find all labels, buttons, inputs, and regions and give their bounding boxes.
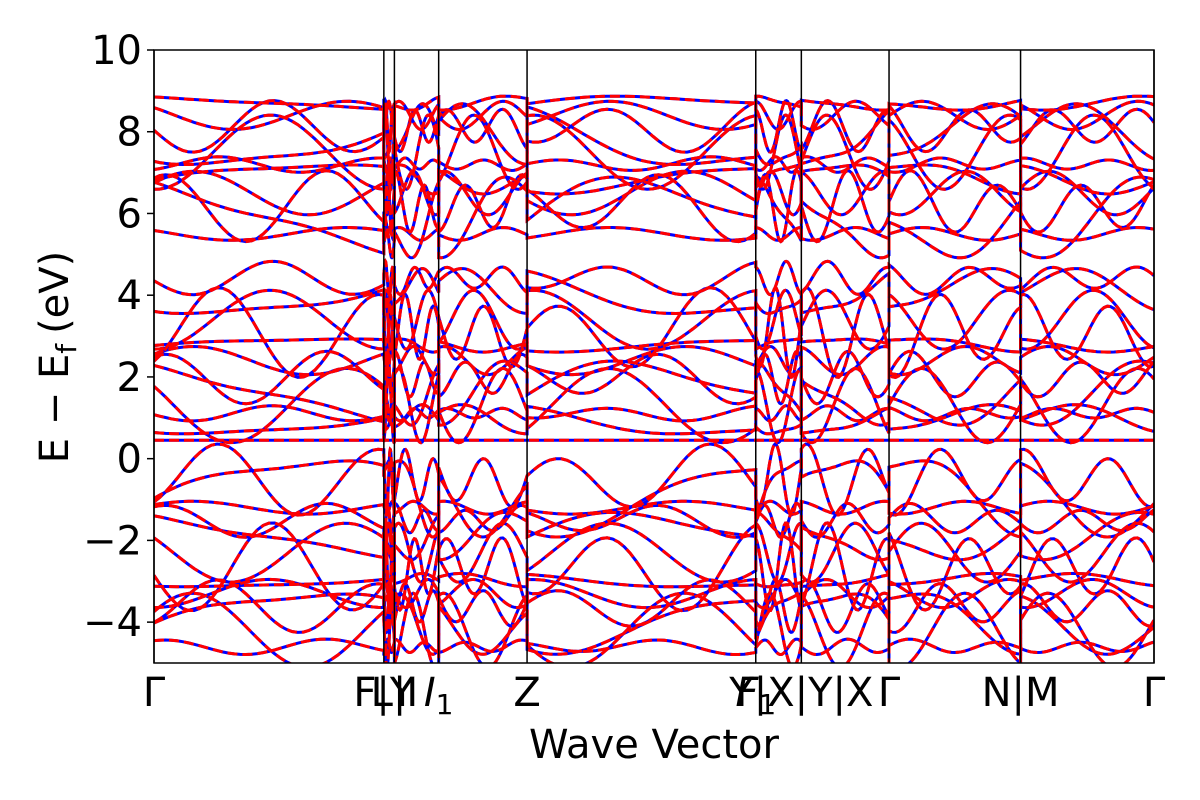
- band-line: [154, 155, 1154, 174]
- band-line: [154, 100, 1154, 167]
- y-tick-label: 2: [117, 355, 142, 401]
- band-line: [154, 113, 1154, 191]
- kpoint-label: Γ: [878, 670, 901, 716]
- x-axis-kpoint-labels: Γ F|YL|I I1 Z F1Y|X|Y|X Γ N|M Γ: [143, 670, 1166, 721]
- kpoint-label: N|M: [982, 670, 1060, 716]
- kpoint-label: Γ: [143, 670, 166, 716]
- band-line: [154, 592, 1154, 656]
- y-tick-label: 10: [91, 28, 142, 74]
- kpoint-label: Γ: [1143, 670, 1166, 716]
- band-line: [154, 348, 1154, 408]
- y-axis-label: E − Ef (eV): [32, 251, 83, 464]
- kpoint-label: Y|X|Y|X: [728, 670, 873, 716]
- y-tick-label: 4: [117, 273, 142, 319]
- band-line: [154, 500, 1154, 540]
- band-line: [154, 99, 1154, 132]
- band-line: [154, 344, 1154, 378]
- kpoint-label: L|I: [371, 670, 419, 716]
- band-line: [154, 285, 1154, 381]
- band-line: [154, 365, 1154, 445]
- plot-frame: [153, 49, 1155, 664]
- y-axis-label-main: E − E: [32, 354, 78, 464]
- kpoint-label: Z: [513, 670, 540, 716]
- band-line: [154, 592, 1154, 656]
- svg-text:E − Ef(eV): E − Ef (eV): [32, 251, 83, 464]
- y-axis-label-sub: f: [50, 343, 83, 354]
- band-line: [154, 288, 1154, 352]
- band-line: [154, 404, 1154, 423]
- band-line: [154, 169, 1154, 218]
- band-line: [154, 265, 1154, 316]
- y-axis-ticks: −4 −2 0 2 4 6 8 10: [83, 28, 154, 646]
- y-tick-label: −2: [83, 518, 142, 564]
- band-line: [154, 167, 1154, 246]
- band-line: [154, 402, 1154, 436]
- band-line: [154, 637, 1154, 657]
- band-line: [154, 175, 1154, 260]
- band-line: [154, 337, 1154, 354]
- kpoint-label: I1: [424, 670, 454, 721]
- kpoint-label: F1: [735, 670, 776, 721]
- band-line: [154, 225, 1154, 244]
- band-line: [154, 459, 1154, 539]
- y-tick-label: −4: [83, 600, 142, 646]
- band-line: [154, 520, 1154, 584]
- band-line: [154, 155, 1154, 174]
- band-lines: [154, 94, 1154, 663]
- kpoint-label: F|Y: [353, 670, 414, 716]
- band-line: [154, 225, 1154, 244]
- y-tick-label: 8: [117, 110, 142, 156]
- band-line: [154, 577, 1154, 610]
- y-tick-label: 0: [117, 437, 142, 483]
- y-axis-label-unit: (eV): [32, 251, 78, 334]
- y-tick-label: 6: [117, 191, 142, 237]
- band-line: [154, 459, 1154, 539]
- x-axis-label: Wave Vector: [529, 722, 780, 768]
